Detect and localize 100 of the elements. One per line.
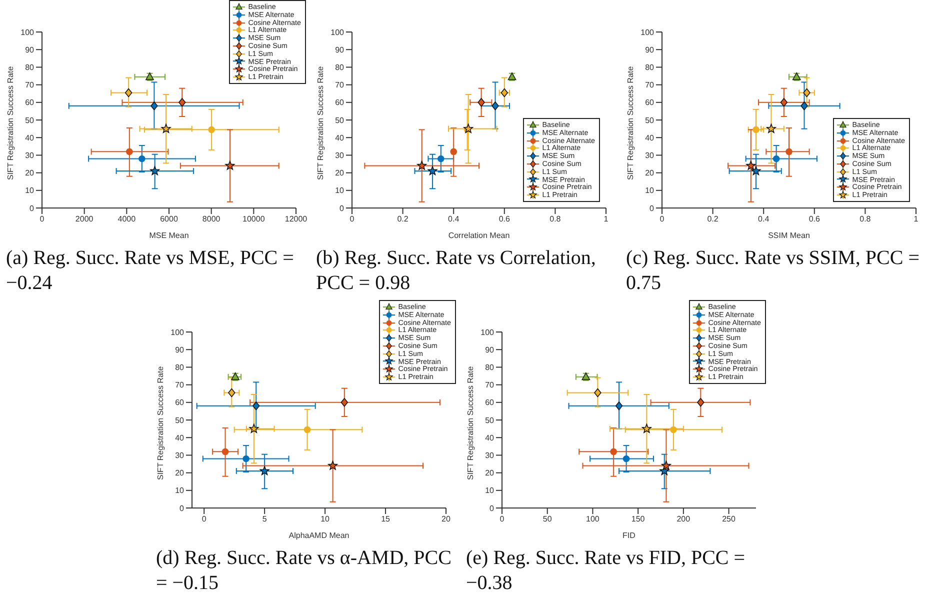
y-tick-label: 90 xyxy=(175,345,185,354)
point xyxy=(464,124,474,133)
text: (b) Reg. Succ. Rate vs Correlation, PCC = 0.98 xyxy=(315,246,597,296)
point xyxy=(208,126,215,134)
y-axis-title: SIFT Registration Success Rate xyxy=(466,366,475,480)
x-tick-label: 0 xyxy=(660,214,665,224)
y-tick-label: 30 xyxy=(175,451,185,460)
y-tick-label: 50 xyxy=(175,416,185,425)
y-tick-label: 90 xyxy=(25,45,35,54)
y-tick-label: 30 xyxy=(25,151,35,160)
x-tick-label: 0.4 xyxy=(758,214,770,224)
x-tick-label: 5 xyxy=(262,514,268,524)
y-tick-label: 60 xyxy=(645,98,655,108)
point xyxy=(150,102,158,110)
point xyxy=(428,166,438,176)
y-tick-label: 70 xyxy=(485,380,495,390)
y-tick-label: 40 xyxy=(335,133,345,142)
x-tick-label: 4000 xyxy=(118,214,136,224)
y-tick-label: 80 xyxy=(25,63,35,72)
point xyxy=(478,98,485,107)
x-tick-label: 0.8 xyxy=(860,214,872,224)
point xyxy=(161,124,171,133)
x-tick-label: 1 xyxy=(604,214,609,224)
x-tick-label: 6000 xyxy=(160,214,178,224)
point xyxy=(746,160,756,170)
x-tick-label: 10000 xyxy=(242,214,266,224)
y-tick-label: 40 xyxy=(485,433,495,442)
point xyxy=(800,102,808,110)
y-tick-label: 0 xyxy=(30,204,35,213)
x-tick-label: 12000 xyxy=(284,214,308,224)
x-tick-label: 0.2 xyxy=(707,214,719,224)
y-tick-label: 20 xyxy=(335,168,345,178)
x-tick-label: 0 xyxy=(40,214,45,224)
y-tick-label: 20 xyxy=(485,468,495,478)
x-tick-label: 1 xyxy=(914,214,919,224)
point xyxy=(252,402,260,410)
y-tick-label: 100 xyxy=(330,28,345,37)
y-tick-label: 80 xyxy=(175,363,185,372)
x-tick-label: 0.4 xyxy=(448,214,460,224)
y-tick-label: 0 xyxy=(340,204,345,213)
y-tick-label: 20 xyxy=(175,468,185,478)
point xyxy=(803,88,810,98)
point xyxy=(752,126,760,134)
y-tick-label: 30 xyxy=(335,151,345,160)
y-tick-label: 10 xyxy=(645,186,655,196)
y-tick-label: 10 xyxy=(25,186,35,196)
x-axis-title: FID xyxy=(622,531,636,540)
x-tick-label: 0 xyxy=(202,514,207,524)
y-tick-label: 60 xyxy=(175,398,185,408)
point xyxy=(417,160,427,170)
point xyxy=(492,102,499,110)
x-tick-label: 0.2 xyxy=(397,214,409,224)
y-tick-label: 10 xyxy=(335,186,345,196)
point xyxy=(594,388,602,398)
point xyxy=(126,148,133,156)
x-tick-label: 0 xyxy=(500,514,505,524)
x-tick-label: 0.8 xyxy=(550,214,562,224)
y-tick-label: 50 xyxy=(645,116,655,125)
x-tick-label: 50 xyxy=(542,514,552,524)
y-tick-label: 70 xyxy=(335,80,345,90)
x-tick-label: 0 xyxy=(350,214,355,224)
point xyxy=(780,98,788,107)
y-tick-label: 90 xyxy=(485,345,495,354)
point xyxy=(225,160,235,170)
point xyxy=(670,426,677,434)
x-tick-label: 8000 xyxy=(202,214,221,224)
x-axis-title: MSE Mean xyxy=(149,231,189,240)
x-tick-label: 100 xyxy=(586,514,600,524)
y-tick-label: 60 xyxy=(485,398,495,408)
y-axis-title: SIFT Registration Success Rate xyxy=(6,66,15,180)
y-tick-label: 80 xyxy=(645,63,655,72)
y-tick-label: 50 xyxy=(335,116,345,125)
x-axis-title: SSIM Mean xyxy=(768,231,810,240)
y-tick-label: 90 xyxy=(335,45,345,54)
point xyxy=(124,88,132,98)
x-tick-label: 2000 xyxy=(75,214,94,224)
y-tick-label: 40 xyxy=(175,433,185,442)
point xyxy=(222,448,229,456)
x-tick-label: 10 xyxy=(320,514,330,524)
x-tick-label: 0.6 xyxy=(498,214,511,224)
x-tick-label: 20 xyxy=(442,514,451,524)
point xyxy=(438,155,444,162)
point xyxy=(622,455,630,462)
text: (a) Reg. Succ. Rate vs MSE, PCC = −0.24 xyxy=(5,246,295,296)
y-tick-label: 100 xyxy=(20,28,35,37)
x-tick-label: 150 xyxy=(631,514,646,524)
point xyxy=(642,424,652,433)
point xyxy=(178,98,186,107)
text: (d) Reg. Succ. Rate vs α-AMD, PCC = −0.15 xyxy=(155,546,452,596)
y-tick-label: 30 xyxy=(485,451,495,460)
y-tick-label: 20 xyxy=(25,168,35,178)
y-tick-label: 40 xyxy=(25,133,35,142)
point xyxy=(697,398,704,407)
y-tick-label: 70 xyxy=(175,380,185,390)
y-tick-label: 50 xyxy=(485,416,495,425)
point xyxy=(228,388,236,398)
point xyxy=(260,466,270,476)
point xyxy=(242,455,250,462)
point xyxy=(751,166,761,176)
x-tick-label: 250 xyxy=(722,514,736,524)
